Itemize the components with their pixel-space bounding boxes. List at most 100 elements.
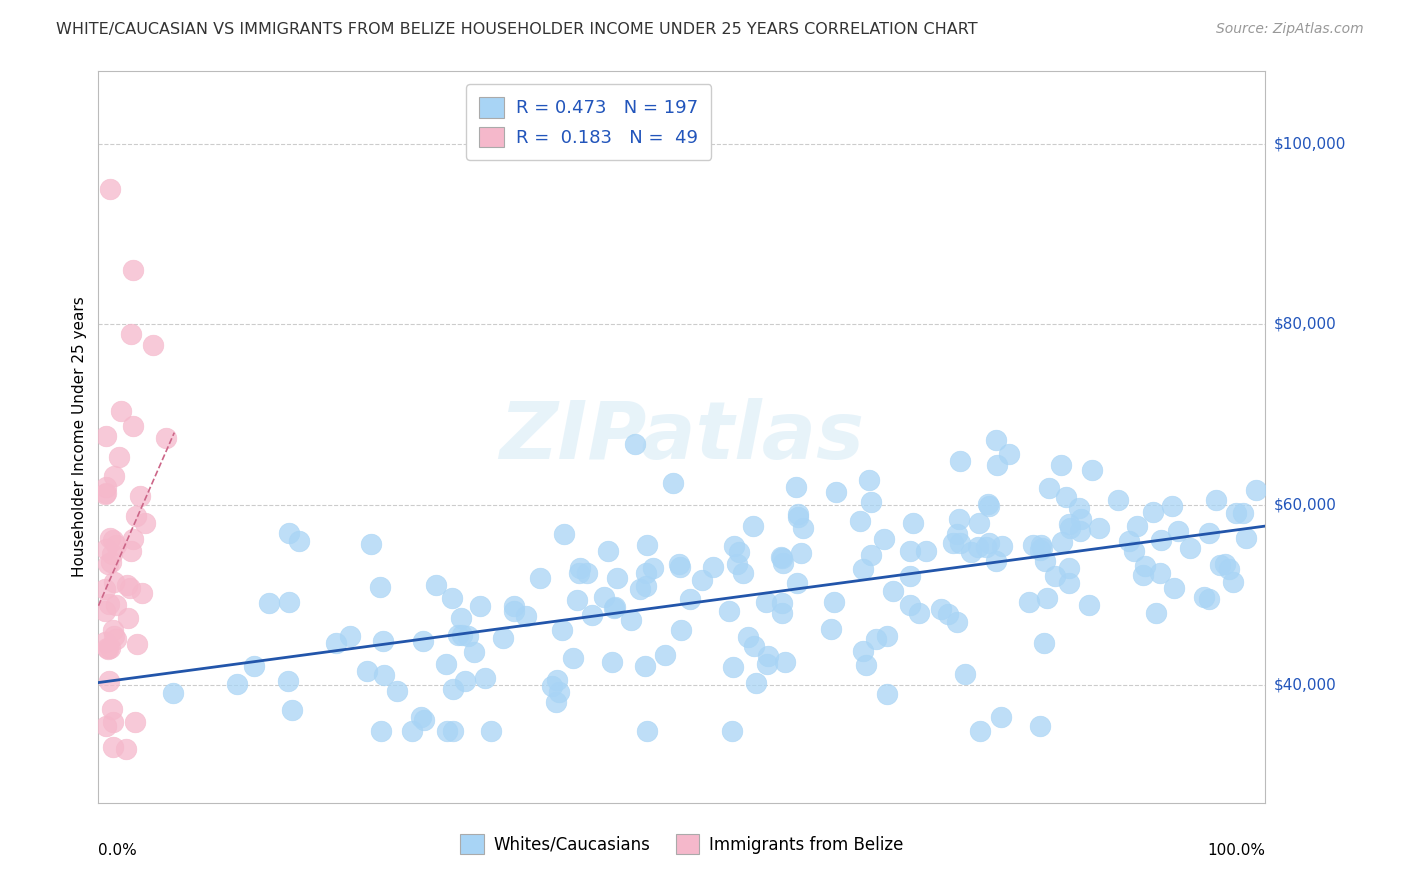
Point xyxy=(1133,558,1156,573)
Point xyxy=(852,562,875,576)
Point xyxy=(1018,595,1040,609)
Point xyxy=(986,458,1008,472)
Point xyxy=(786,576,808,591)
Text: Source: ZipAtlas.com: Source: ZipAtlas.com xyxy=(1216,22,1364,37)
Point xyxy=(1031,538,1053,552)
Point xyxy=(960,545,983,559)
Point xyxy=(936,607,959,622)
Point xyxy=(1054,491,1077,505)
Point xyxy=(108,450,131,465)
Point xyxy=(742,519,765,533)
Point xyxy=(641,560,664,574)
Point xyxy=(569,560,592,574)
Point xyxy=(117,610,139,624)
Point xyxy=(1178,541,1201,555)
Point xyxy=(463,645,485,659)
Text: WHITE/CAUCASIAN VS IMMIGRANTS FROM BELIZE HOUSEHOLDER INCOME UNDER 25 YEARS CORR: WHITE/CAUCASIAN VS IMMIGRANTS FROM BELIZ… xyxy=(56,22,977,37)
Point xyxy=(792,521,814,535)
Point xyxy=(94,486,117,500)
Point xyxy=(942,535,965,549)
Point xyxy=(991,540,1014,554)
Point xyxy=(96,641,118,656)
Point xyxy=(770,551,793,566)
Point xyxy=(718,604,741,618)
Point xyxy=(770,596,793,610)
Point xyxy=(115,741,138,756)
Point xyxy=(690,573,713,587)
Point xyxy=(946,615,969,629)
Point xyxy=(720,723,742,738)
Point xyxy=(756,657,779,671)
Point xyxy=(654,648,676,662)
Point xyxy=(901,516,924,530)
Point xyxy=(110,404,132,418)
Point xyxy=(103,575,125,590)
Point xyxy=(855,657,877,672)
Point xyxy=(93,604,115,618)
Text: ZIPatlas: ZIPatlas xyxy=(499,398,865,476)
Point xyxy=(409,709,432,723)
Point xyxy=(1081,463,1104,477)
Point xyxy=(1069,524,1091,539)
Point xyxy=(98,531,121,545)
Point xyxy=(121,263,143,277)
Point xyxy=(1118,533,1140,548)
Point xyxy=(1144,607,1167,621)
Point xyxy=(94,486,117,500)
Point xyxy=(949,454,972,468)
Point xyxy=(122,418,145,433)
Point xyxy=(605,600,627,615)
Point xyxy=(772,556,794,570)
Point xyxy=(876,687,898,701)
Point xyxy=(1057,516,1080,531)
Point xyxy=(790,546,813,560)
Point xyxy=(1107,492,1129,507)
Point xyxy=(849,514,872,528)
Point xyxy=(786,509,808,524)
Point xyxy=(733,566,755,581)
Point xyxy=(457,629,479,643)
Point xyxy=(98,641,121,656)
Point xyxy=(859,495,882,509)
Point xyxy=(1038,481,1060,495)
Point xyxy=(101,714,124,729)
Point xyxy=(1069,500,1091,515)
Text: $100,000: $100,000 xyxy=(1274,136,1346,151)
Point xyxy=(103,469,125,483)
Point xyxy=(755,594,778,608)
Point xyxy=(756,649,779,664)
Point xyxy=(1150,533,1173,548)
Point xyxy=(1161,499,1184,513)
Point xyxy=(568,566,591,580)
Point xyxy=(1126,519,1149,533)
Point xyxy=(277,673,299,688)
Point xyxy=(281,703,304,717)
Point xyxy=(129,489,152,503)
Point xyxy=(702,559,724,574)
Point xyxy=(858,473,880,487)
Point xyxy=(977,497,1000,511)
Point xyxy=(1149,566,1171,581)
Point xyxy=(1057,561,1080,575)
Point xyxy=(721,660,744,674)
Point xyxy=(125,508,148,523)
Point xyxy=(859,548,882,562)
Point xyxy=(593,590,616,604)
Text: $60,000: $60,000 xyxy=(1274,498,1337,512)
Point xyxy=(131,586,153,600)
Point xyxy=(373,668,395,682)
Point xyxy=(636,723,658,738)
Point xyxy=(546,673,568,688)
Point xyxy=(370,723,392,738)
Point xyxy=(914,544,936,558)
Point xyxy=(441,591,464,605)
Point xyxy=(966,540,988,554)
Point xyxy=(770,606,793,620)
Point xyxy=(785,480,807,494)
Point xyxy=(127,637,149,651)
Point xyxy=(434,657,457,671)
Point xyxy=(134,516,156,530)
Point xyxy=(1033,554,1056,568)
Point xyxy=(553,527,575,541)
Point xyxy=(786,507,808,521)
